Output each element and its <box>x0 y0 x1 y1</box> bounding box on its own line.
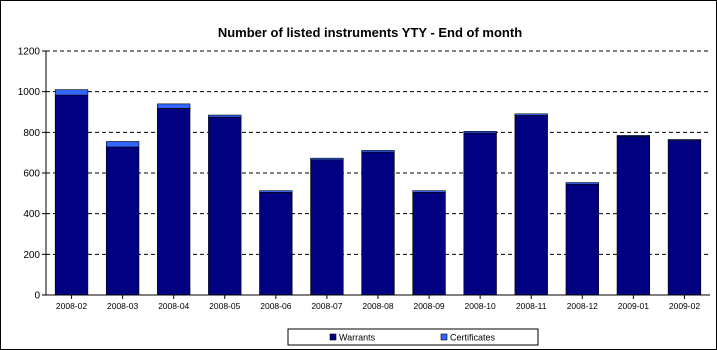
y-tick-label: 200 <box>23 250 40 261</box>
bar-certificates-2008-06 <box>259 190 293 193</box>
y-tick-label: 0 <box>34 291 40 302</box>
bar-warrants-2008-10 <box>463 132 497 296</box>
bar-certificates-2008-08 <box>361 150 395 153</box>
x-tick-label: 2008-12 <box>567 301 598 311</box>
y-tick-label: 1000 <box>18 87 41 98</box>
y-tick-label: 1200 <box>18 47 41 58</box>
bar-certificates-2008-10 <box>463 131 497 134</box>
x-tick-label: 2008-05 <box>209 301 240 311</box>
y-tick-label: 400 <box>23 209 40 220</box>
bar-certificates-2008-11 <box>514 113 548 116</box>
bar-warrants-2008-05 <box>208 116 242 296</box>
bar-certificates-2008-07 <box>310 157 344 161</box>
x-tick-label: 2008-11 <box>516 301 547 311</box>
bar-warrants-2008-03 <box>105 146 140 296</box>
legend-swatch-warrants <box>329 333 337 341</box>
legend-label-warrants: Warrants <box>339 333 376 343</box>
bar-warrants-2008-07 <box>310 159 344 296</box>
bar-warrants-2008-11 <box>514 115 548 296</box>
legend-label-certificates: Certificates <box>450 333 496 343</box>
x-tick-label: 2008-10 <box>465 301 496 311</box>
y-tick-label: 600 <box>23 169 40 180</box>
legend: Warrants Certificates <box>287 328 539 346</box>
bar-certificates-2009-01 <box>616 135 651 137</box>
axes: 0 200 400 600 800 1000 1200 2008-02 2008-03 2008-… <box>18 47 710 311</box>
legend-swatch-certificates <box>440 333 448 341</box>
bar-warrants-2008-02 <box>54 94 89 296</box>
x-tick-label: 2008-03 <box>107 301 138 311</box>
bar-certificates-2009-02 <box>667 139 702 141</box>
bar-warrants-2008-12 <box>565 183 599 296</box>
bar-certificates-2008-05 <box>208 114 242 118</box>
bar-certificates-2008-12 <box>565 182 599 185</box>
bar-warrants-2008-06 <box>259 192 293 296</box>
x-tick-label: 2008-08 <box>362 301 393 311</box>
bar-warrants-2009-01 <box>616 136 651 296</box>
bar-warrants-2008-08 <box>361 151 395 296</box>
bar-certificates-2008-03 <box>105 141 140 148</box>
bar-warrants-2009-02 <box>667 140 702 296</box>
bar-certificates-2008-04 <box>157 103 191 109</box>
x-tick-label: 2008-06 <box>260 301 291 311</box>
bar-warrants-2008-04 <box>157 108 191 296</box>
bars <box>54 89 702 296</box>
x-tick-label: 2008-07 <box>311 301 342 311</box>
bar-warrants-2008-09 <box>412 192 446 296</box>
x-tick-label: 2008-02 <box>56 301 87 311</box>
bar-certificates-2008-02 <box>54 89 89 96</box>
chart-title: Number of listed instruments YTY - End o… <box>218 25 522 40</box>
legend-box <box>287 328 539 346</box>
x-tick-label: 2008-04 <box>158 301 189 311</box>
x-tick-label: 2008-09 <box>413 301 444 311</box>
x-tick-label: 2009-02 <box>669 301 700 311</box>
x-tick-label: 2009-01 <box>618 301 649 311</box>
bar-certificates-2008-09 <box>412 190 446 193</box>
y-tick-label: 800 <box>23 128 40 139</box>
